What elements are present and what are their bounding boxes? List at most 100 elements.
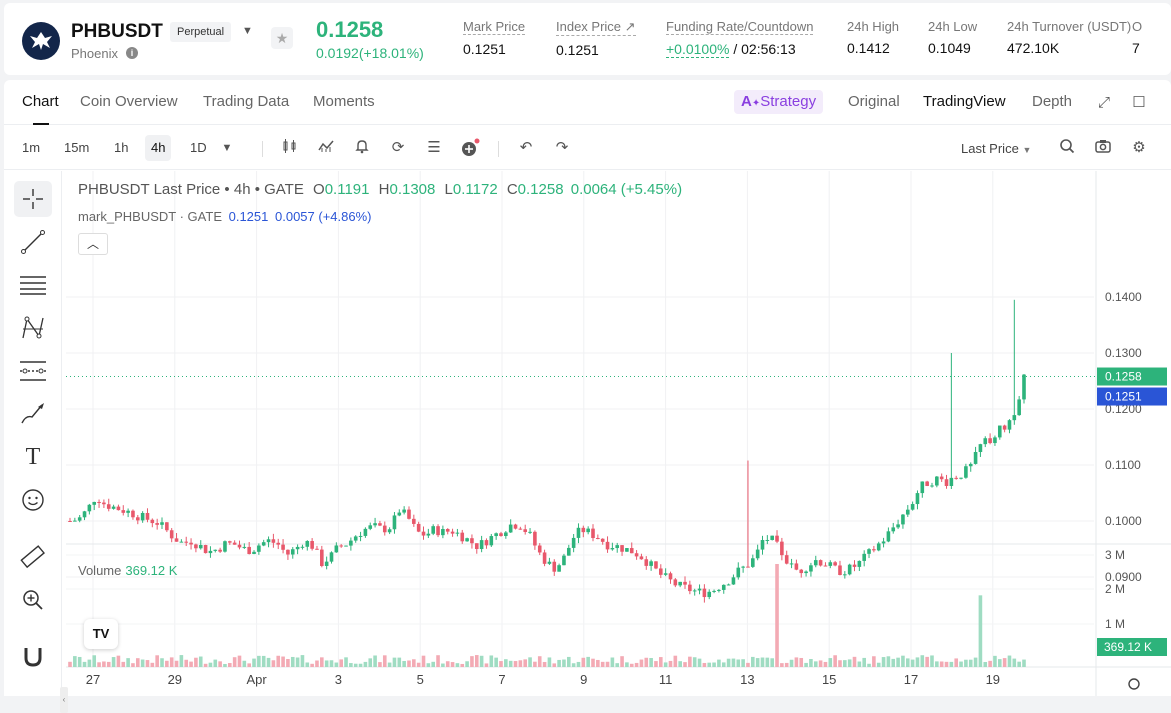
timeframe-1d[interactable]: 1D (190, 140, 207, 155)
contract-type-badge: Perpetual (170, 22, 232, 42)
replay-icon[interactable]: ⟳ (391, 139, 405, 156)
volume-bar (305, 662, 310, 667)
chart-tabs: Chart Coin Overview Trading Data Moments… (4, 80, 1171, 125)
candle-body (494, 533, 498, 537)
emoji-icon[interactable] (14, 482, 52, 518)
volume-axis-label: 2 M (1105, 582, 1125, 596)
volume-bar (625, 662, 629, 667)
volume-bar (290, 656, 295, 667)
stat-index-price[interactable]: Index Price ↗ 0.1251 (556, 19, 636, 58)
stat-24h-low: 24h Low 0.1049 (928, 19, 978, 56)
indicators-icon[interactable] (316, 138, 336, 158)
redo-icon[interactable]: ↷ (555, 139, 569, 156)
view-depth[interactable]: Depth (1032, 93, 1073, 110)
volume-bar (358, 663, 363, 667)
volume-bar (571, 663, 576, 667)
zoom-in-icon[interactable] (14, 582, 52, 618)
volume-bar (470, 656, 474, 667)
text-tool-icon[interactable]: T (25, 444, 41, 470)
candle-body (537, 545, 542, 553)
price-axis-label: 0.1400 (1105, 290, 1142, 304)
parallel-lines-icon[interactable] (14, 267, 52, 303)
tab-trading-data[interactable]: Trading Data (203, 93, 290, 110)
candle-body (755, 549, 760, 559)
volume-bar (857, 661, 862, 667)
ruler-icon[interactable] (14, 539, 52, 575)
time-axis-label: 17 (904, 672, 918, 687)
undo-icon[interactable]: ↶ (519, 139, 533, 156)
candle-body (281, 544, 285, 550)
tradingview-logo-icon[interactable]: TV (84, 619, 118, 649)
volume-bar (852, 656, 857, 667)
stat-funding-rate[interactable]: Funding Rate/Countdown +0.0100% / 02:56:… (666, 19, 814, 58)
legend-collapse-button[interactable]: ︿ (78, 233, 108, 255)
time-axis-label: 11 (659, 672, 673, 687)
brush-icon[interactable] (14, 396, 52, 432)
candle-style-icon[interactable] (280, 138, 300, 158)
crosshair-icon[interactable] (14, 181, 52, 217)
volume-bar (765, 657, 770, 667)
price-type-select[interactable]: Last Price ▼ (961, 141, 1032, 156)
volume-bar (818, 660, 823, 667)
camera-icon[interactable] (1093, 138, 1113, 158)
volume-bar (833, 655, 837, 667)
settings-gear-icon[interactable]: ⚙ (1132, 139, 1146, 156)
volume-bar (397, 657, 402, 667)
candle-body (944, 479, 949, 487)
candle-body (707, 591, 712, 598)
alert-bell-icon[interactable] (352, 138, 372, 158)
candle-body (615, 545, 620, 549)
candle-body (881, 541, 886, 544)
symbol-dropdown-icon[interactable]: ▼ (242, 25, 253, 37)
candle-body (983, 438, 988, 445)
timeframe-15m[interactable]: 15m (64, 140, 90, 155)
fib-retracement-icon[interactable] (14, 353, 52, 389)
timeframe-1h[interactable]: 1h (114, 140, 129, 155)
tab-coin-overview[interactable]: Coin Overview (80, 93, 178, 110)
candle-body (412, 518, 416, 524)
fullscreen-icon[interactable]: ⤢ (1097, 94, 1110, 111)
candle-body (131, 510, 135, 518)
magnet-icon[interactable] (14, 639, 52, 675)
trend-line-icon[interactable] (14, 224, 52, 260)
volume-bar (257, 655, 261, 667)
candle-body (973, 452, 978, 464)
search-icon[interactable] (1057, 138, 1077, 158)
volume-bar (586, 656, 590, 667)
window-icon[interactable]: ☐ (1132, 94, 1146, 111)
symbol-name[interactable]: PHBUSDT (71, 21, 163, 42)
candle-body (702, 588, 707, 598)
volume-bar (978, 595, 983, 667)
tab-chart[interactable]: Chart (22, 93, 59, 110)
volume-bar (697, 658, 702, 667)
favorite-star-icon[interactable]: ★ (271, 27, 293, 49)
volume-bar (939, 661, 944, 667)
volume-bar (935, 661, 939, 667)
volume-bar (315, 660, 319, 667)
candle-body (499, 533, 503, 537)
strategy-button[interactable]: A✦Strategy (734, 90, 824, 114)
pattern-icon[interactable] (14, 310, 52, 346)
candle-body (479, 540, 484, 550)
candle-body (935, 476, 939, 486)
drawing-toolbar: T (4, 171, 62, 696)
info-icon[interactable]: i (126, 47, 138, 59)
add-indicator-icon[interactable] (460, 138, 480, 158)
view-original[interactable]: Original (848, 93, 900, 110)
volume-bar (949, 661, 954, 667)
candle-body (852, 564, 857, 567)
volume-bar (339, 659, 343, 667)
volume-bar (135, 658, 140, 667)
candle-body (290, 549, 295, 555)
templates-icon[interactable]: ☰ (427, 139, 441, 156)
timeframe-dropdown-icon[interactable]: ▼ (221, 142, 233, 154)
timeframe-4h[interactable]: 4h (145, 135, 172, 161)
view-tradingview[interactable]: TradingView (923, 93, 1006, 110)
price-change: 0.0192(+18.01%) (316, 45, 424, 61)
tab-moments[interactable]: Moments (313, 93, 375, 110)
candle-body (77, 517, 82, 521)
candle-body (174, 538, 179, 542)
timeframe-1m[interactable]: 1m (22, 140, 41, 155)
